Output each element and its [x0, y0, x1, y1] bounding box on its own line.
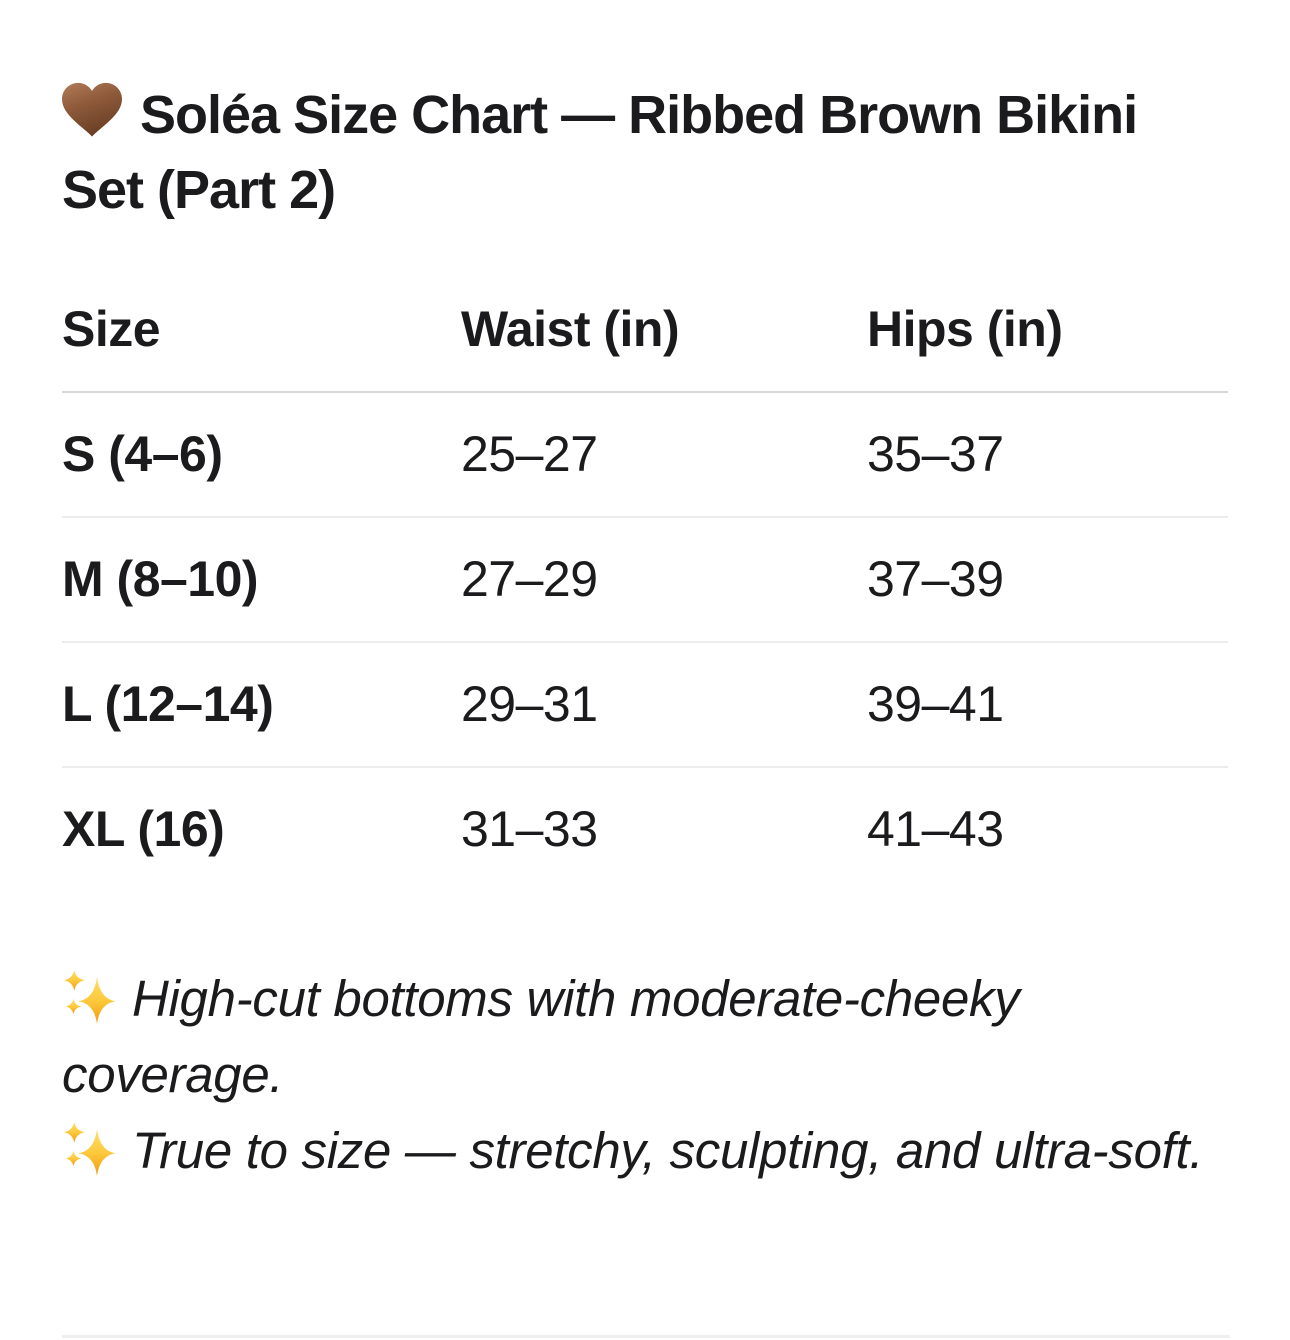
table-header-row: Size Waist (in) Hips (in): [62, 300, 1228, 393]
column-header-waist: Waist (in): [461, 300, 867, 393]
cell-size: L (12–14): [62, 642, 461, 768]
note-text: High-cut bottoms with moderate-cheeky co…: [62, 970, 1020, 1103]
cell-hips: 39–41: [867, 642, 1228, 768]
cell-size: XL (16): [62, 801, 225, 857]
cell-size: M (8–10): [62, 517, 461, 643]
cell-waist: 29–31: [461, 642, 867, 768]
column-header-size: Size: [62, 300, 461, 393]
cell-size: S (4–6): [62, 392, 461, 518]
table-row: S (4–6) 25–27 35–37: [62, 392, 1228, 518]
note-line: True to size — stretchy, sculpting, and …: [62, 1113, 1228, 1189]
table-row: XL (16) 31–33 41–43: [62, 767, 1228, 891]
brown-heart-icon: [62, 78, 140, 153]
cell-hips: 37–39: [867, 517, 1228, 643]
section-divider: [62, 1335, 1230, 1338]
sparkles-icon: [62, 961, 132, 1037]
size-chart-table: Size Waist (in) Hips (in) S (4–6) 25–27 …: [62, 300, 1228, 891]
sparkles-icon: [62, 1113, 132, 1189]
cell-hips: 41–43: [867, 801, 1004, 857]
cell-hips: 35–37: [867, 392, 1228, 518]
cell-waist: 27–29: [461, 517, 867, 643]
table-row: L (12–14) 29–31 39–41: [62, 642, 1228, 768]
table-row: M (8–10) 27–29 37–39: [62, 517, 1228, 643]
notes-section: High-cut bottoms with moderate-cheeky co…: [62, 961, 1228, 1189]
document-content: Soléa Size Chart — Ribbed Brown Bikini S…: [0, 78, 1290, 1189]
note-text: True to size — stretchy, sculpting, and …: [132, 1122, 1204, 1179]
page-title: Soléa Size Chart — Ribbed Brown Bikini S…: [62, 78, 1228, 228]
cell-waist: 25–27: [461, 392, 867, 518]
note-line: High-cut bottoms with moderate-cheeky co…: [62, 961, 1228, 1113]
column-header-hips: Hips (in): [867, 300, 1228, 393]
cell-waist: 31–33: [461, 801, 598, 857]
page-title-text: Soléa Size Chart — Ribbed Brown Bikini S…: [62, 85, 1138, 220]
